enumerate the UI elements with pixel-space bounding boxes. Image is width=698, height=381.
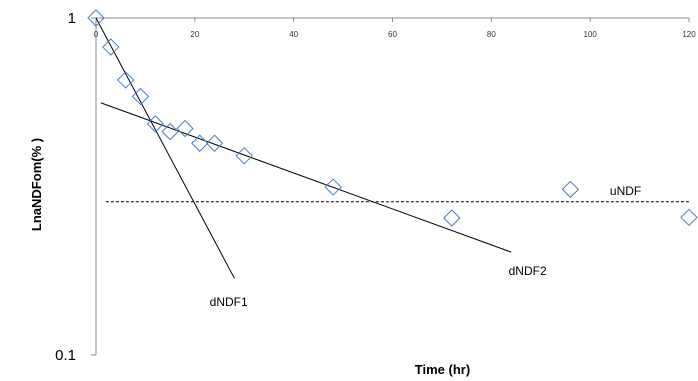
x-tick-label: 20	[190, 30, 199, 39]
data-point	[102, 38, 120, 56]
data-point	[561, 180, 580, 199]
x-tick-label: 60	[388, 30, 397, 39]
x-tick-label: 100	[583, 30, 597, 39]
y-axis-title: LnaNDFom(% )	[29, 138, 44, 231]
y-tick-label: 0.1	[55, 347, 76, 364]
data-point	[205, 134, 224, 152]
data-point	[176, 119, 194, 138]
y-tick-label: 1	[68, 10, 76, 27]
data-point	[443, 209, 461, 227]
annotation-label: dNDF2	[509, 264, 547, 278]
data-point	[87, 9, 105, 27]
x-tick-label: 80	[487, 30, 496, 39]
x-axis-title: Time (hr)	[415, 362, 470, 377]
annotation-label: dNDF1	[210, 295, 248, 309]
fit-lines	[95, 17, 689, 279]
dndf1-fit-line	[95, 17, 235, 279]
data-point	[161, 122, 179, 141]
x-tick-label: 0	[94, 30, 99, 39]
data-point	[680, 208, 698, 227]
y-ticks: 0.11	[55, 10, 96, 364]
axes	[95, 17, 689, 355]
annotations: uNDF dNDF2 dNDF1	[210, 184, 642, 309]
data-point	[131, 87, 150, 106]
data-point	[146, 115, 165, 133]
data-point	[324, 178, 342, 196]
annotation-label: uNDF	[610, 184, 641, 198]
data-point	[116, 71, 135, 89]
x-ticks: 0 20 40 60 80 100 120	[94, 18, 696, 39]
data-point	[235, 147, 253, 165]
dndf2-fit-line	[100, 102, 512, 253]
x-tick-label: 120	[682, 30, 696, 39]
data-points	[87, 9, 698, 227]
data-point	[191, 134, 209, 152]
x-tick-label: 40	[289, 30, 298, 39]
